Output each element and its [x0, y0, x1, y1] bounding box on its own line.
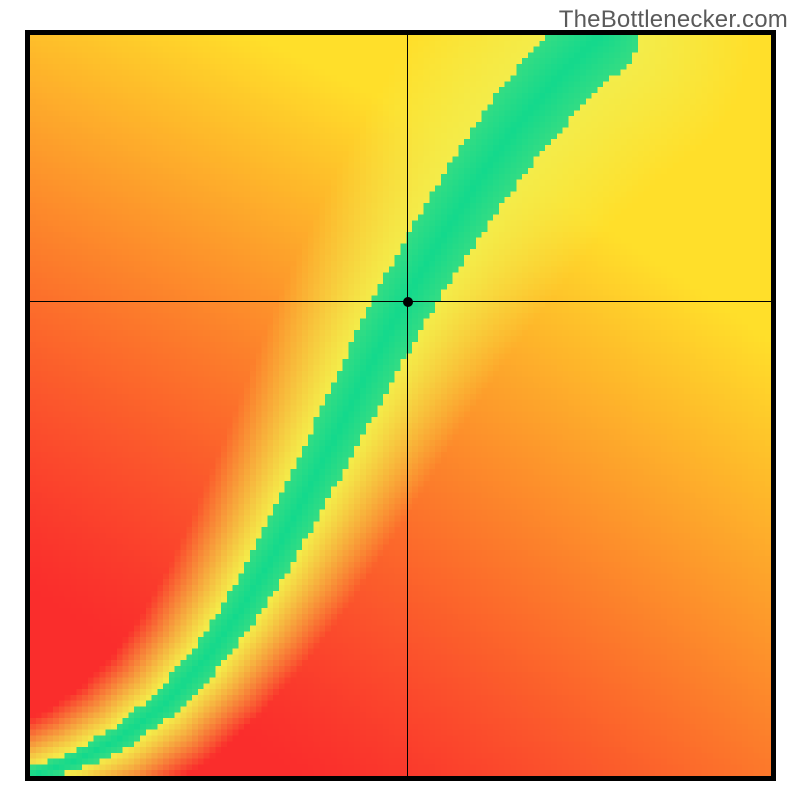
crosshair-vertical — [407, 35, 408, 776]
heatmap-canvas — [30, 35, 771, 776]
watermark-text: TheBottlenecker.com — [559, 6, 788, 34]
chart-container: TheBottlenecker.com — [0, 0, 800, 800]
crosshair-point — [403, 297, 413, 307]
plot-area — [25, 30, 776, 781]
crosshair-horizontal — [30, 301, 771, 302]
